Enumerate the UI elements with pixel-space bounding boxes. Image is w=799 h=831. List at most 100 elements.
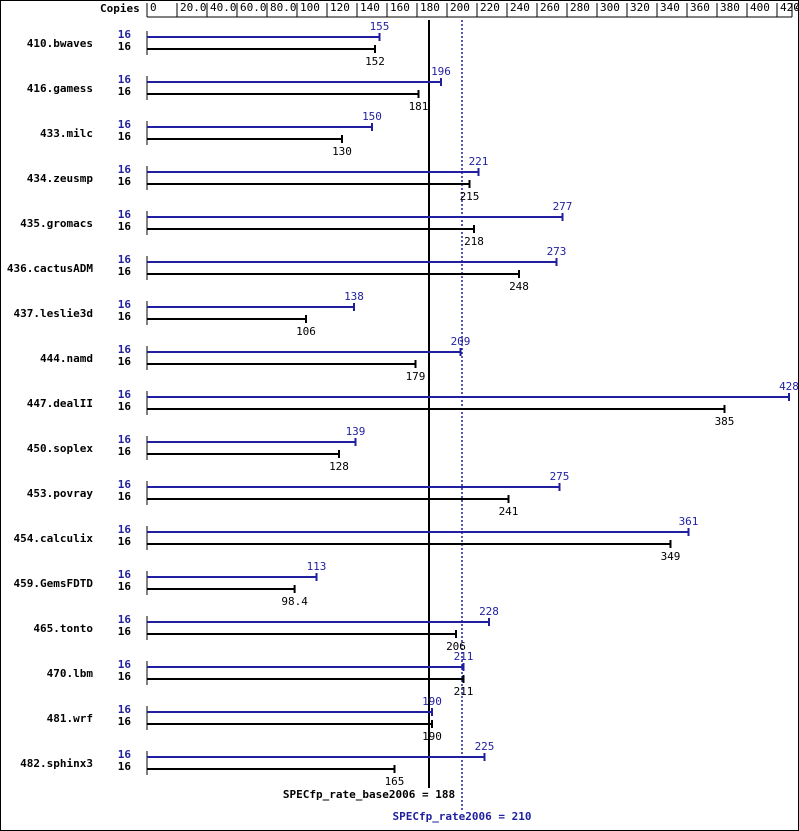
value-label: 218 [464,235,484,248]
bar [147,126,372,128]
value-label: 209 [451,335,471,348]
bar [147,93,419,95]
value-label: 361 [679,515,699,528]
copies-label: 16 [118,670,132,683]
copies-label: 16 [118,445,132,458]
value-label: 155 [370,20,390,33]
benchmark-label: 459.GemsFDTD [14,577,94,590]
value-label: 152 [365,55,385,68]
copies-label: 16 [118,388,132,401]
benchmark-label: 435.gromacs [20,217,93,230]
bar [147,396,789,398]
x-tick-label: 260 [540,1,560,14]
copies-label: 16 [118,85,132,98]
value-label: 206 [446,640,466,653]
benchmark-label: 470.lbm [47,667,94,680]
value-label: 106 [296,325,316,338]
value-label: 273 [547,245,567,258]
benchmark-label: 434.zeusmp [27,172,94,185]
benchmark-label: 437.leslie3d [14,307,93,320]
value-label: 138 [344,290,364,303]
copies-label: 16 [118,265,132,278]
benchmark-label: 482.sphinx3 [20,757,93,770]
bar [147,711,432,713]
bar [147,756,485,758]
value-label: 428 [779,380,799,393]
bar [147,576,317,578]
value-label: 165 [385,775,405,788]
copies-label: 16 [118,658,132,671]
x-tick-label: 320 [630,1,650,14]
bar [147,171,479,173]
value-label: 196 [431,65,451,78]
copies-label: 16 [118,28,132,41]
value-label: 150 [362,110,382,123]
copies-label: 16 [118,523,132,536]
value-label: 211 [454,650,474,663]
benchmark-label: 450.soplex [27,442,94,455]
copies-label: 16 [118,343,132,356]
value-label: 228 [479,605,499,618]
bar [147,666,464,668]
bar [147,36,380,38]
copies-label: 16 [118,715,132,728]
value-label: 190 [422,695,442,708]
bar [147,81,441,83]
bar [147,588,295,590]
x-tick-label: 430 [795,1,799,14]
benchmark-label: 436.cactusADM [7,262,93,275]
x-tick-label: 240 [510,1,530,14]
x-tick-label: 80.0 [270,1,297,14]
value-label: 179 [406,370,426,383]
bar [147,441,356,443]
benchmark-label: 433.milc [40,127,93,140]
copies-label: 16 [118,748,132,761]
value-label: 349 [661,550,681,563]
value-label: 385 [715,415,735,428]
x-tick-label: 100 [300,1,320,14]
bar [147,498,509,500]
bar [147,543,671,545]
value-label: 130 [332,145,352,158]
copies-label: 16 [118,625,132,638]
bar [147,228,474,230]
value-label: 215 [460,190,480,203]
x-tick-label: 60.0 [240,1,267,14]
copies-label: 16 [118,400,132,413]
copies-label: 16 [118,40,132,53]
benchmark-label: 447.dealII [27,397,93,410]
value-label: 113 [307,560,327,573]
benchmark-label: 454.calculix [14,532,94,545]
copies-label: 16 [118,118,132,131]
bar [147,273,519,275]
value-label: 98.4 [281,595,308,608]
reference-label: SPECfp_rate2006 = 210 [392,810,531,823]
x-tick-label: 40.0 [210,1,237,14]
bar [147,621,489,623]
copies-label: 16 [118,298,132,311]
benchmark-label: 465.tonto [33,622,93,635]
copies-label: 16 [118,580,132,593]
x-tick-label: 220 [480,1,500,14]
bar [147,261,557,263]
bar [147,318,306,320]
value-label: 190 [422,730,442,743]
value-label: 139 [346,425,366,438]
bar [147,768,395,770]
copies-label: 16 [118,355,132,368]
bar [147,351,461,353]
bar [147,48,375,50]
x-tick-label: 180 [420,1,440,14]
bar [147,408,725,410]
bar [147,531,689,533]
x-tick-label: 300 [600,1,620,14]
value-label: 221 [469,155,489,168]
copies-label: 16 [118,130,132,143]
benchmark-label: 453.povray [27,487,94,500]
copies-label: 16 [118,310,132,323]
copies-label: 16 [118,73,132,86]
value-label: 128 [329,460,349,473]
x-tick-label: 160 [390,1,410,14]
bar [147,138,342,140]
